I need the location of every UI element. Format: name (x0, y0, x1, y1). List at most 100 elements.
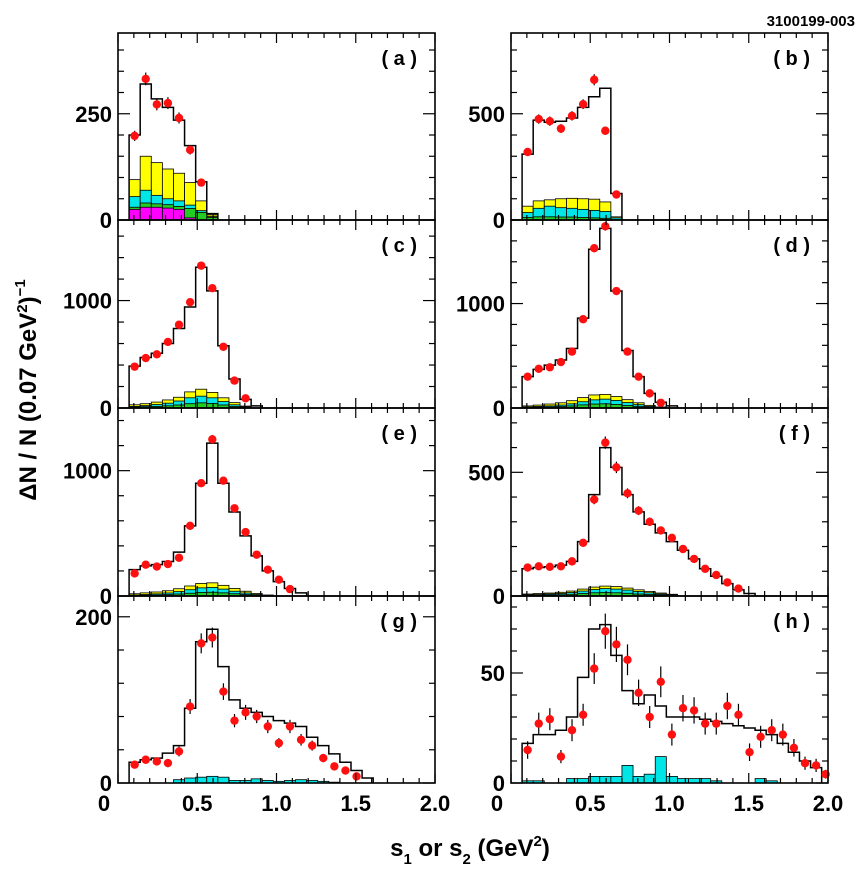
y-axis-title: ΔN / N (0.07 GeV2)−1 (12, 279, 42, 500)
data-point (352, 772, 361, 781)
data-point (667, 533, 677, 543)
bg-bar-cyan (217, 776, 230, 784)
data-point (534, 719, 543, 728)
data-point (174, 320, 184, 329)
data-point (285, 722, 295, 731)
histogram-line (128, 266, 263, 408)
x-axis-title-close: ) (542, 835, 550, 862)
bg-bar-cyan (621, 765, 634, 784)
panel-label: ( h ) (773, 611, 810, 633)
x-tick-label: 2.0 (420, 791, 451, 816)
data-point (590, 495, 599, 504)
bg-bar-magenta (128, 208, 141, 221)
panel-label: ( b ) (773, 48, 810, 70)
histogram-line (128, 628, 374, 783)
data-point (141, 74, 150, 84)
data-point (767, 726, 776, 735)
data-point (689, 706, 699, 715)
data-point (152, 757, 162, 766)
data-point (700, 564, 710, 573)
data-point (263, 565, 272, 574)
x-tick-label: 0 (491, 791, 503, 816)
data-point (578, 315, 588, 324)
x-tick-label: 1.0 (654, 791, 685, 816)
x-tick-label: 2.0 (813, 791, 844, 816)
data-point (163, 559, 173, 569)
panel-label: ( c ) (381, 235, 417, 257)
data-point (667, 730, 677, 739)
data-point (678, 544, 688, 554)
data-point (601, 222, 610, 231)
x-axis-title-sub1: 1 (403, 851, 411, 868)
data-point (556, 357, 566, 367)
panel-a: 0 250 ( a ) (75, 32, 436, 233)
y-tick-label: 0 (100, 396, 112, 421)
bg-bar-magenta (161, 207, 174, 221)
data-point (623, 655, 632, 664)
data-point (645, 712, 654, 722)
panel-label: ( d ) (773, 235, 810, 257)
data-point (567, 111, 577, 121)
y-tick-label: 0 (100, 771, 112, 796)
data-point (174, 553, 184, 562)
y-axis-title-sup: 2 (14, 304, 31, 312)
y-tick-label: 0 (493, 208, 505, 233)
data-point (645, 389, 654, 398)
x-tick-label: 0.5 (182, 791, 213, 816)
bg-bar-magenta (173, 208, 185, 221)
data-point (263, 722, 272, 731)
bg-bar-cyan (665, 776, 678, 784)
bg-bar-cyan (632, 776, 645, 784)
data-point (601, 627, 610, 636)
x-axis-title-sup: 2 (534, 833, 542, 850)
data-point (645, 517, 654, 526)
data-point (130, 760, 139, 769)
data-point (208, 435, 217, 444)
data-point (656, 526, 665, 535)
data-point (219, 476, 228, 485)
data-point (130, 131, 139, 141)
data-point (623, 347, 632, 356)
x-axis-title-s: s (390, 835, 403, 862)
data-point (601, 438, 610, 447)
data-point (545, 715, 555, 724)
histogram-line (128, 83, 219, 220)
data-point (152, 350, 162, 359)
data-point (252, 550, 261, 559)
data-point (656, 398, 665, 407)
data-point (274, 575, 284, 584)
y-tick-label: 0 (493, 396, 505, 421)
y-tick-label: 0 (493, 584, 505, 609)
panel-c: 0 1000 ( c ) (63, 219, 436, 421)
data-point (778, 730, 788, 739)
data-point (756, 732, 765, 741)
data-point (197, 479, 206, 488)
data-point (163, 337, 173, 347)
x-tick-label: 1.0 (261, 791, 292, 816)
data-point (578, 538, 588, 548)
y-tick-label: 1000 (63, 289, 112, 314)
data-point (219, 342, 228, 351)
panel-label: ( a ) (381, 48, 417, 70)
data-point (612, 640, 621, 649)
y-tick-label: 500 (468, 460, 505, 485)
data-point (330, 762, 339, 771)
y-tick-label: 50 (481, 661, 505, 686)
y-tick-label: 0 (100, 208, 112, 233)
data-point (612, 286, 621, 296)
panel-e: 0 1000 ( e ) (63, 407, 436, 609)
data-point (689, 554, 699, 564)
data-point (230, 504, 239, 513)
data-point (634, 506, 643, 515)
data-point (197, 261, 206, 270)
data-point (174, 113, 184, 123)
y-tick-label: 500 (468, 102, 505, 127)
y-axis-title-close: ) (15, 296, 42, 304)
data-point (241, 394, 250, 403)
panel-label: ( e ) (381, 423, 417, 445)
y-axis-title-exp: −1 (12, 279, 29, 296)
data-point (523, 147, 532, 157)
bg-bar-cyan (599, 776, 612, 784)
y-axis-title-main: ΔN / N (0.07 GeV (15, 313, 42, 501)
